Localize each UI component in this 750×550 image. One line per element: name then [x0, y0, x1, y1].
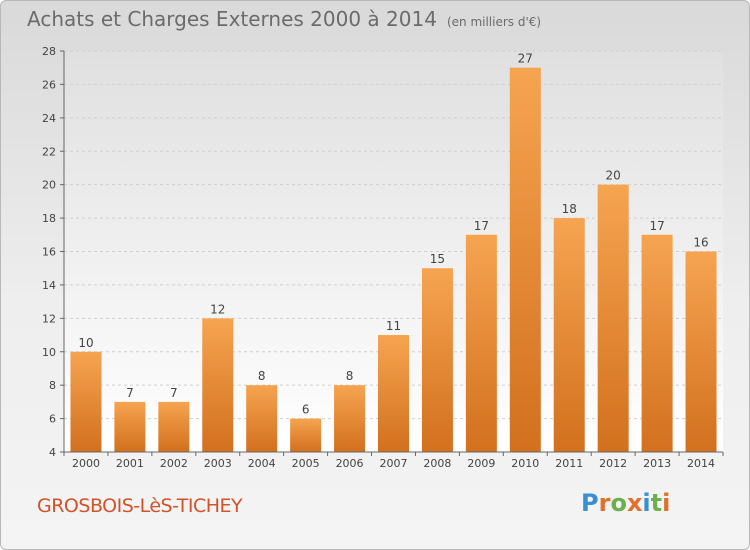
bar	[246, 385, 278, 452]
data-label: 12	[210, 302, 225, 316]
x-tick-label: 2010	[511, 457, 539, 470]
bar	[378, 335, 409, 452]
data-label: 15	[430, 252, 445, 266]
logo-letter: r	[598, 489, 611, 517]
bar	[509, 67, 541, 452]
bars: 10 7 7 12 8 6 8 11 15 17 27 18 20 17 16	[70, 52, 717, 452]
bar	[641, 234, 673, 452]
logo-letter: o	[610, 489, 627, 517]
x-tick-label: 2011	[555, 457, 583, 470]
y-tick-label: 14	[42, 279, 56, 292]
logo-letter: i	[642, 489, 651, 517]
x-tick-label: 2009	[467, 457, 495, 470]
town-name: GROSBOIS-LèS-TICHEY	[37, 495, 243, 517]
bar	[465, 234, 497, 452]
bar	[114, 401, 146, 452]
y-tick-label: 8	[49, 379, 56, 392]
logo-letter: i	[662, 489, 671, 517]
x-tick-label: 2008	[423, 457, 451, 470]
bar	[70, 351, 102, 452]
logo-letter: P	[581, 489, 599, 517]
data-label: 7	[170, 386, 178, 400]
logo-letter: t	[650, 489, 663, 517]
x-tick-label: 2014	[687, 457, 715, 470]
bar	[553, 218, 585, 452]
x-tick-label: 2002	[160, 457, 188, 470]
x-tick-label: 2000	[72, 457, 100, 470]
data-label: 8	[346, 369, 354, 383]
axes: 4 6 8 10 12 14 16 18 20 22 24 26 28 2000 2001 2002 2003 2…	[42, 45, 724, 470]
bar	[334, 385, 366, 452]
x-tick-label: 2006	[336, 457, 364, 470]
bar	[421, 268, 453, 452]
bar	[158, 401, 190, 452]
chart-title: Achats et Charges Externes 2000 à 2014 (e…	[27, 7, 541, 31]
data-label: 16	[693, 236, 708, 250]
y-tick-label: 26	[42, 78, 56, 91]
x-tick-label: 2001	[116, 457, 144, 470]
chart-title-text: Achats et Charges Externes 2000 à 2014	[27, 7, 437, 31]
y-tick-label: 22	[42, 145, 56, 158]
data-label: 7	[126, 386, 134, 400]
y-tick-label: 10	[42, 346, 56, 359]
bar	[290, 418, 322, 452]
y-tick-label: 20	[42, 179, 56, 192]
y-tick-label: 24	[42, 112, 56, 125]
data-label: 8	[258, 369, 266, 383]
data-label: 18	[562, 202, 577, 216]
x-tick-label: 2013	[643, 457, 671, 470]
proxiti-logo[interactable]: Proxiti	[581, 489, 670, 517]
y-tick-label: 12	[42, 312, 56, 325]
y-tick-label: 4	[49, 446, 56, 459]
x-tick-label: 2004	[248, 457, 276, 470]
bar	[685, 251, 717, 452]
x-tick-label: 2005	[292, 457, 320, 470]
data-label: 17	[649, 219, 664, 233]
y-tick-label: 6	[49, 413, 56, 426]
y-tick-label: 18	[42, 212, 56, 225]
data-label: 20	[606, 169, 621, 183]
x-tick-label: 2007	[380, 457, 408, 470]
data-label: 27	[518, 52, 533, 66]
y-tick-label: 16	[42, 246, 56, 259]
data-label: 10	[78, 336, 93, 350]
logo-letter: x	[626, 489, 643, 517]
chart-subtitle: (en milliers d'€)	[446, 15, 542, 29]
y-tick-label: 28	[42, 45, 56, 58]
data-label: 17	[474, 219, 489, 233]
bar	[202, 318, 234, 452]
bar	[597, 184, 629, 452]
data-label: 6	[302, 403, 310, 417]
x-tick-label: 2012	[599, 457, 627, 470]
x-tick-label: 2003	[204, 457, 232, 470]
data-label: 11	[386, 319, 401, 333]
